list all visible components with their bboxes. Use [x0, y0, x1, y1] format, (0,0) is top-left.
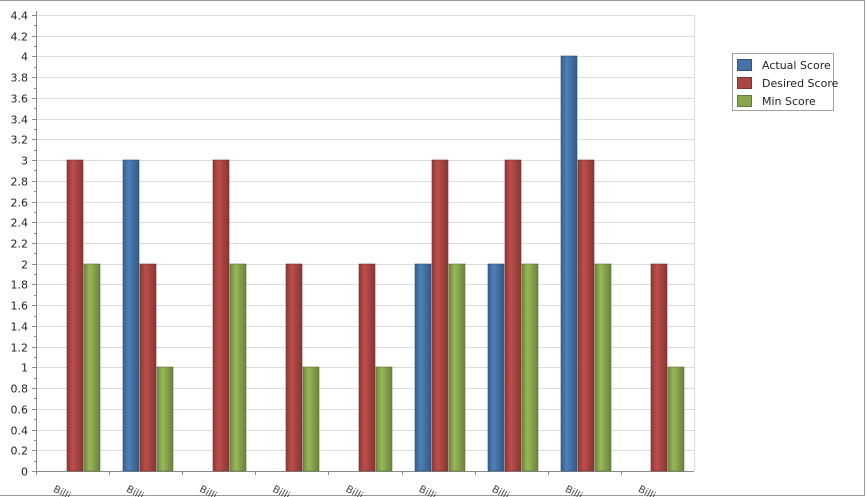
x-tick-label: Billi — [490, 484, 511, 497]
y-tick-label: 4.4 — [11, 10, 29, 23]
legend-label-actual: Actual Score — [762, 58, 831, 72]
bar — [358, 263, 376, 472]
x-tick-label: Billi — [636, 484, 657, 497]
bar — [560, 55, 578, 472]
x-tick-label: Billi — [417, 484, 438, 497]
legend-item-min: Min Score — [737, 94, 816, 108]
x-tick-label: Billi — [124, 484, 145, 497]
bar — [667, 366, 685, 472]
bar — [229, 263, 247, 472]
bar — [285, 263, 303, 472]
y-tick-label: 3 — [21, 155, 28, 168]
y-tick-label: 2.4 — [11, 217, 29, 230]
y-tick-label: 0.6 — [11, 404, 29, 417]
bar — [156, 366, 174, 472]
y-tick-label: 4 — [21, 51, 28, 64]
bar — [375, 366, 393, 472]
y-tick-label: 2.8 — [11, 176, 29, 189]
legend-item-desired: Desired Score — [737, 76, 838, 90]
x-tick-label: Billi — [270, 484, 291, 497]
bar — [487, 263, 505, 472]
y-tick-label: 3.4 — [11, 114, 29, 127]
bar — [594, 263, 612, 472]
legend-swatch-actual — [737, 59, 752, 71]
y-tick-label: 2.2 — [11, 238, 29, 251]
x-tick-label: Billi — [344, 484, 365, 497]
y-tick-label: 1.8 — [11, 279, 29, 292]
y-tick-label: 3.2 — [11, 134, 29, 147]
bar — [302, 366, 320, 472]
y-tick-label: 1.4 — [11, 321, 29, 334]
x-tick-label: Billi — [51, 484, 72, 497]
bar — [212, 159, 230, 472]
y-tick-label: 2 — [21, 259, 28, 272]
bar — [504, 159, 522, 472]
y-tick-label: 4.2 — [11, 31, 29, 44]
y-tick-label: 2.6 — [11, 197, 29, 210]
bar — [448, 263, 466, 472]
bar — [431, 159, 449, 472]
bar — [414, 263, 432, 472]
legend-label-desired: Desired Score — [762, 76, 839, 90]
y-tick-label: 0 — [21, 466, 28, 479]
y-tick-label: 0.4 — [11, 425, 29, 438]
chart-legend: Actual Score Desired Score Min Score — [732, 53, 838, 111]
legend-item-actual: Actual Score — [737, 58, 831, 72]
bar — [139, 263, 157, 472]
bar — [650, 263, 668, 472]
legend-swatch-desired — [737, 77, 752, 89]
y-tick-label: 1.2 — [11, 342, 29, 355]
bar — [521, 263, 539, 472]
y-tick-label: 0.8 — [11, 383, 29, 396]
bar — [577, 159, 595, 472]
y-tick-label: 1.6 — [11, 300, 29, 313]
y-tick-label: 0.2 — [11, 445, 29, 458]
bar — [122, 159, 140, 472]
y-tick-label: 3.6 — [11, 93, 29, 106]
x-tick-label: Billi — [563, 484, 584, 497]
bar — [83, 263, 101, 472]
legend-swatch-min — [737, 95, 752, 107]
y-tick-label: 1 — [21, 362, 28, 375]
y-tick-label: 3.8 — [11, 72, 29, 85]
bar — [66, 159, 84, 472]
x-tick-label: Billi — [197, 484, 218, 497]
legend-label-min: Min Score — [762, 94, 816, 108]
